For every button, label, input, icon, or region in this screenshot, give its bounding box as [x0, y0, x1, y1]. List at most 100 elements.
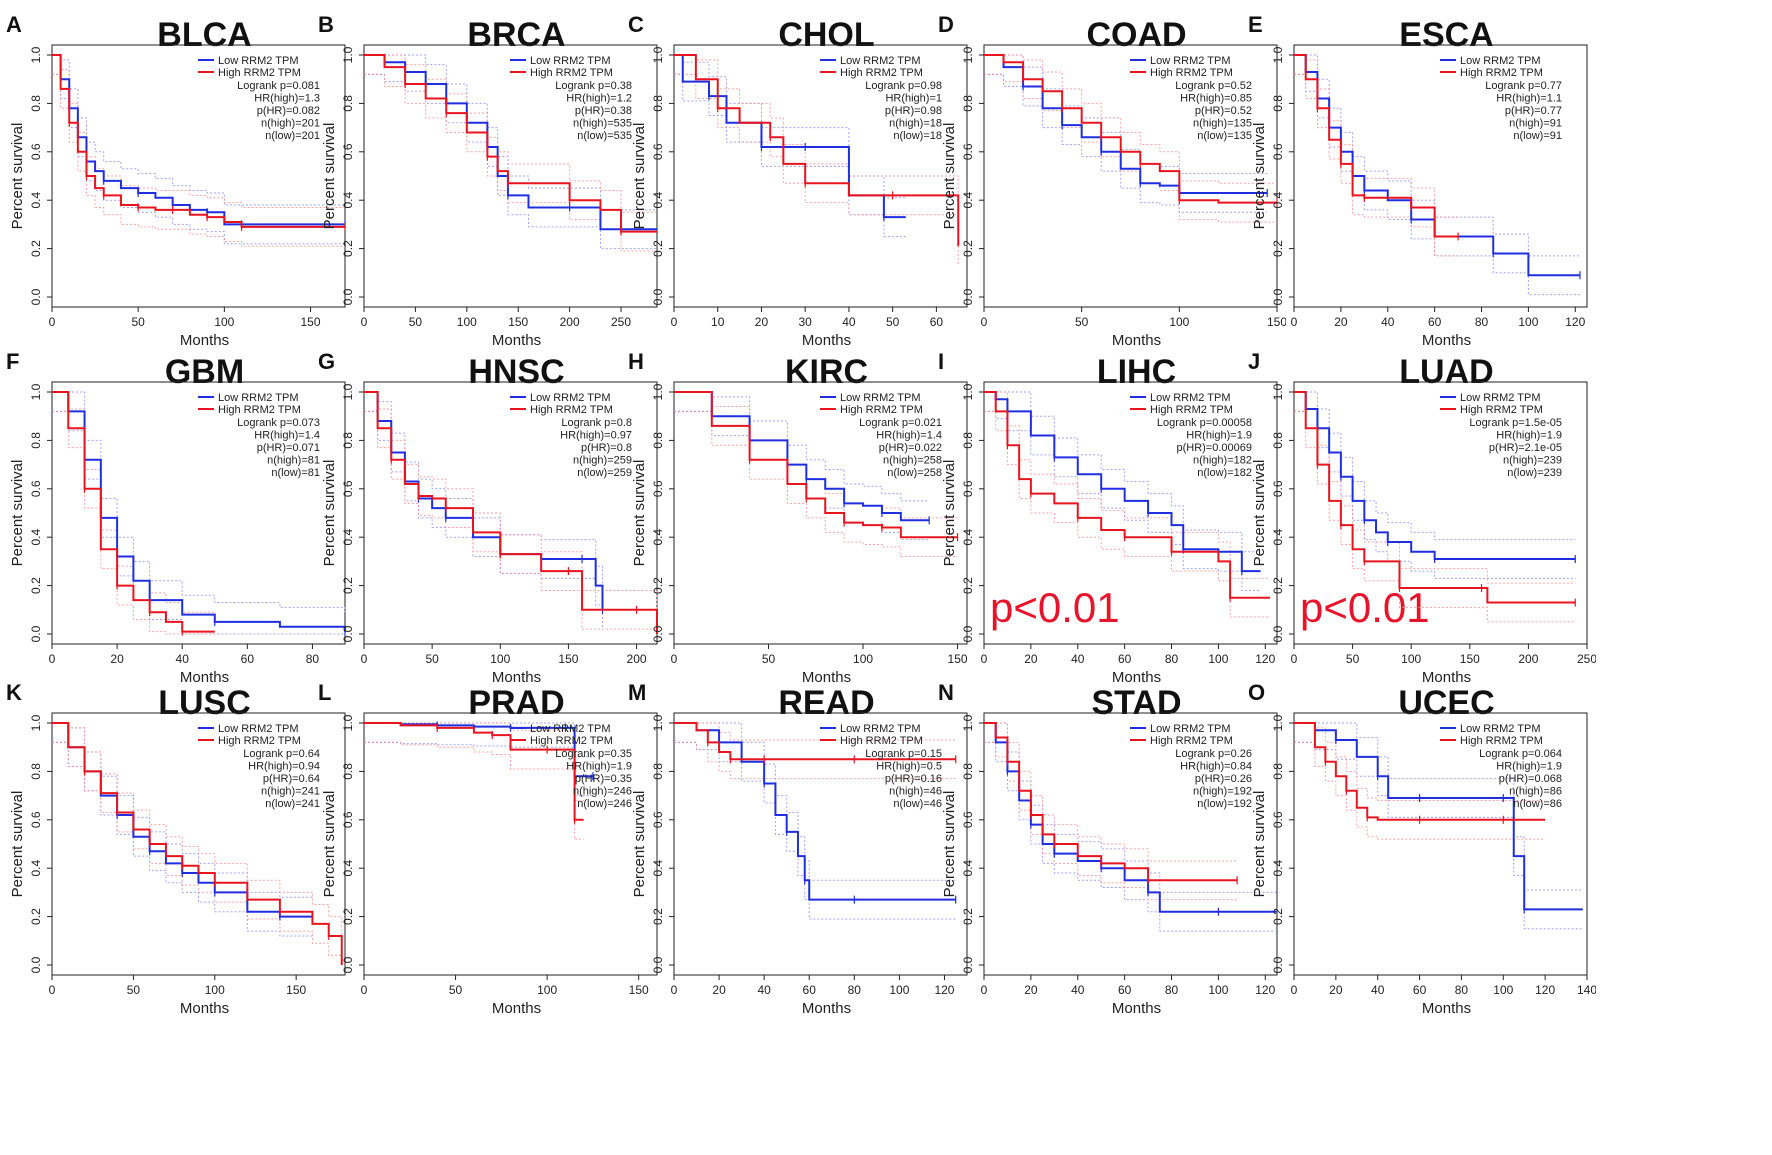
- plot-frame: [51, 381, 346, 645]
- panel-title: COAD: [1086, 16, 1186, 54]
- x-tick-label: 150: [558, 652, 578, 666]
- panel-svg: N STAD 0.0 0.2 0.4 0.6 0.8 1.0 0 20 40 60 80 100 120 Mo…: [938, 680, 1278, 1017]
- legend-stat: n(low)=259: [577, 467, 632, 479]
- y-tick-label: 0.6: [341, 480, 355, 497]
- series-line-high: [52, 391, 215, 633]
- y-axis-label: Percent survival: [941, 791, 958, 898]
- x-tick-label: 0: [361, 315, 368, 329]
- x-tick-label: 100: [1493, 983, 1513, 997]
- x-tick-label: 0: [671, 652, 678, 666]
- y-tick-label: 0.4: [1271, 860, 1285, 877]
- legend-stat: Logrank p=0.073: [237, 417, 320, 429]
- x-tick-label: 40: [1371, 983, 1385, 997]
- legend-stat: HR(high)=0.85: [1180, 93, 1252, 105]
- panel-title: LUSC: [158, 684, 251, 722]
- y-axis-label: Percent survival: [9, 460, 26, 567]
- y-tick-label: 1.0: [1271, 46, 1285, 63]
- legend-stat: n(high)=258: [883, 455, 942, 467]
- y-tick-label: 1.0: [29, 714, 43, 731]
- legend-stat: n(high)=182: [1193, 455, 1252, 467]
- x-tick-label: 30: [799, 315, 813, 329]
- y-tick-label: 0.2: [961, 577, 975, 594]
- x-tick-label: 100: [537, 983, 557, 997]
- x-axis-label: Months: [1422, 1000, 1471, 1017]
- legend-stat: Logrank p=0.52: [1175, 80, 1252, 92]
- legend-stat: n(high)=18: [889, 118, 942, 130]
- ci-band-high-lower: [364, 741, 584, 840]
- legend-stat: p(HR)=0.26: [1195, 773, 1252, 785]
- y-tick-label: 1.0: [1271, 714, 1285, 731]
- x-tick-label: 100: [205, 983, 225, 997]
- series-line-high: [674, 722, 956, 761]
- y-tick-label: 0.2: [1271, 577, 1285, 594]
- x-axis-label: Months: [492, 669, 541, 686]
- y-tick-label: 0.2: [29, 240, 43, 257]
- ci-band-low-upper: [984, 54, 1268, 175]
- panel-title: ESCA: [1399, 16, 1493, 54]
- legend-stat: n(high)=46: [889, 786, 942, 798]
- legend-stat: HR(high)=1.3: [254, 93, 320, 105]
- x-tick-label: 0: [1291, 315, 1298, 329]
- y-tick-label: 1.0: [651, 714, 665, 731]
- y-axis-label: Percent survival: [321, 791, 338, 898]
- legend-stat: Logrank p=0.77: [1485, 80, 1562, 92]
- x-tick-label: 100: [1208, 652, 1228, 666]
- legend-stat: HR(high)=1.2: [566, 93, 632, 105]
- legend-stat: HR(high)=1.4: [876, 430, 942, 442]
- series-line-low: [1294, 722, 1583, 911]
- x-tick-label: 20: [712, 983, 726, 997]
- ci-band-high-upper: [364, 391, 658, 615]
- legend-stat: n(low)=239: [1507, 467, 1562, 479]
- y-axis-label: Percent survival: [9, 791, 26, 898]
- x-tick-label: 80: [1455, 983, 1469, 997]
- legend-stat: HR(high)=1.9: [1186, 430, 1252, 442]
- x-tick-label: 0: [671, 315, 678, 329]
- y-tick-label: 0.0: [29, 625, 43, 642]
- x-tick-label: 150: [286, 983, 306, 997]
- y-tick-label: 0.6: [29, 811, 43, 828]
- x-axis-label: Months: [180, 332, 229, 349]
- x-tick-label: 120: [1565, 315, 1585, 329]
- y-tick-label: 0.0: [341, 956, 355, 973]
- series-line-low: [364, 722, 593, 778]
- y-tick-label: 0.6: [1271, 480, 1285, 497]
- y-tick-label: 0.8: [29, 432, 43, 449]
- series-line-low: [674, 722, 956, 901]
- y-axis-label: Percent survival: [1251, 460, 1268, 567]
- ci-band-low-upper: [984, 391, 1261, 553]
- x-tick-label: 0: [981, 983, 988, 997]
- series-line-high: [674, 54, 960, 247]
- legend-label-low: Low RRM2 TPM: [840, 392, 920, 404]
- x-axis-label: Months: [1112, 332, 1161, 349]
- legend-stat: n(low)=46: [893, 798, 942, 810]
- x-tick-label: 100: [889, 983, 909, 997]
- y-tick-label: 0.0: [341, 288, 355, 305]
- y-tick-label: 0.8: [341, 432, 355, 449]
- ci-band-low-upper: [984, 722, 1277, 893]
- legend-stat: HR(high)=0.84: [1180, 761, 1252, 773]
- panel-letter: H: [628, 349, 644, 374]
- x-tick-label: 60: [1118, 983, 1132, 997]
- y-tick-label: 0.0: [1271, 288, 1285, 305]
- legend-label-high: High RRM2 TPM: [840, 404, 923, 416]
- legend-stat: n(low)=535: [577, 130, 632, 142]
- legend-stat: n(high)=86: [1509, 786, 1562, 798]
- ci-band-high-upper: [1294, 722, 1546, 801]
- legend-stat: n(low)=246: [577, 798, 632, 810]
- survival-panel-ucec: O UCEC 0.0 0.2 0.4 0.6 0.8 1.0 0 20 40 60 80 100 120 14…: [1242, 668, 1596, 1053]
- series-line-high: [1294, 54, 1459, 238]
- x-tick-label: 0: [361, 983, 368, 997]
- y-tick-label: 0.4: [651, 860, 665, 877]
- legend-label-high: High RRM2 TPM: [1460, 67, 1543, 79]
- x-tick-label: 50: [449, 983, 463, 997]
- legend-stat: Logrank p=0.00058: [1157, 417, 1252, 429]
- survival-panel-coad: D COAD 0.0 0.2 0.4 0.6 0.8 1.0 0 50 100 150 Months Pe…: [932, 0, 1286, 385]
- legend-stat: n(low)=241: [265, 798, 320, 810]
- legend-stat: p(HR)=0.52: [1195, 105, 1252, 117]
- legend-stat: n(high)=241: [261, 786, 320, 798]
- y-tick-label: 0.8: [29, 95, 43, 112]
- legend-stat: Logrank p=0.26: [1175, 748, 1252, 760]
- legend-label-low: Low RRM2 TPM: [1460, 55, 1540, 67]
- x-tick-label: 60: [930, 315, 944, 329]
- y-tick-label: 0.8: [341, 763, 355, 780]
